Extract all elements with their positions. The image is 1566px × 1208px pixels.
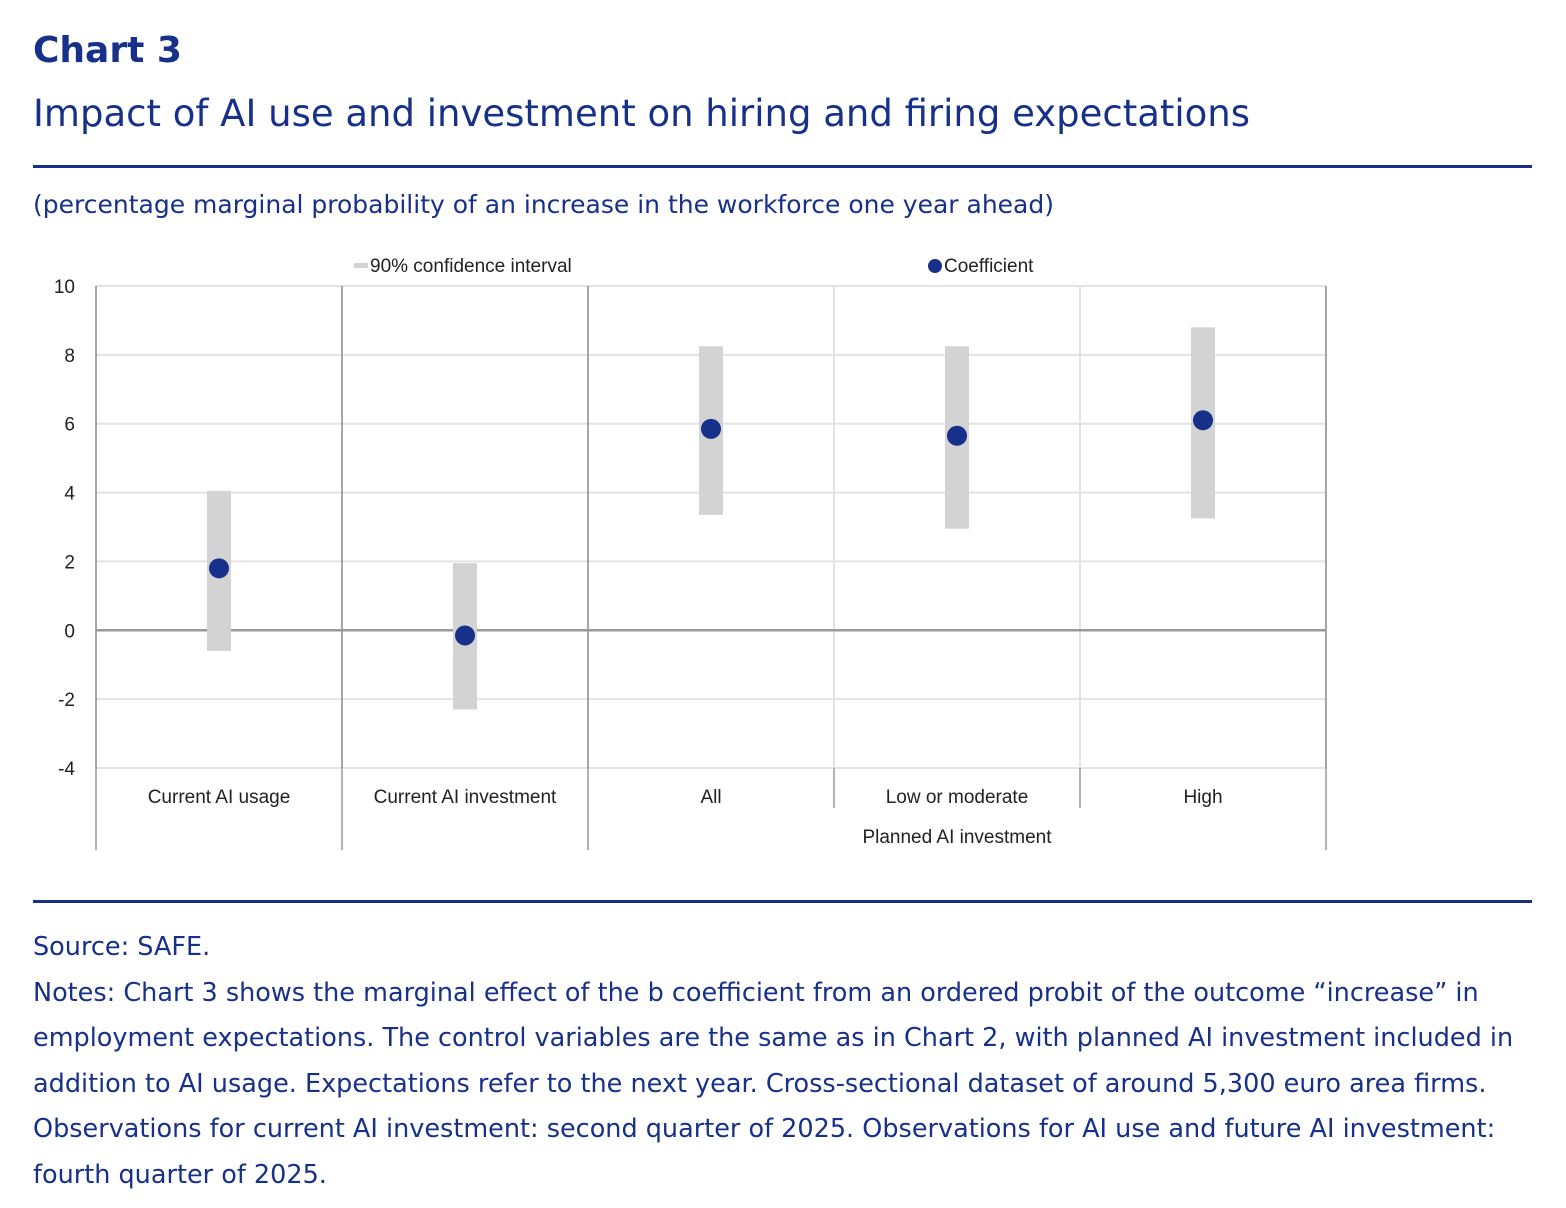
divider (33, 165, 1532, 168)
legend-coefficient-swatch (928, 259, 942, 273)
chart-plot: 10 8 6 4 2 0 -2 -4 Current AI usage Current AI in… (54, 256, 1327, 850)
legend-interval-swatch (354, 263, 368, 268)
divider (33, 900, 1532, 903)
coefficient-point (455, 625, 475, 646)
chart-subtitle: (percentage marginal probability of an i… (33, 190, 1054, 219)
coefficient-point (701, 418, 721, 439)
coefficient-point (947, 425, 967, 446)
legend-label: Coefficient (944, 256, 1034, 277)
group-label: Planned AI investment (862, 827, 1052, 848)
y-tick-label: -2 (58, 690, 75, 711)
y-tick-label: 8 (64, 346, 75, 367)
y-tick-label: -4 (58, 759, 75, 780)
legend-label: 90% confidence interval (370, 256, 572, 277)
coefficient-point (1193, 410, 1213, 431)
y-tick-label: 10 (54, 277, 75, 298)
category-label: Current AI usage (148, 787, 291, 808)
chart-footer: Source: SAFE. Notes: Chart 3 shows the m… (33, 925, 1543, 1198)
source-text: Source: SAFE. (33, 932, 211, 962)
y-tick-label: 2 (64, 552, 75, 573)
category-label: All (700, 787, 721, 808)
notes-text: Notes: Chart 3 shows the marginal effect… (33, 977, 1514, 1190)
chart-number: Chart 3 (33, 30, 182, 71)
category-label: Low or moderate (886, 787, 1029, 808)
chart-title: Impact of AI use and investment on hirin… (33, 92, 1251, 135)
y-tick-label: 0 (64, 621, 75, 642)
y-tick-label: 6 (64, 415, 75, 436)
category-label: Current AI investment (374, 787, 557, 808)
y-tick-label: 4 (64, 484, 75, 505)
coefficient-point (209, 558, 229, 579)
category-label: High (1183, 787, 1222, 808)
